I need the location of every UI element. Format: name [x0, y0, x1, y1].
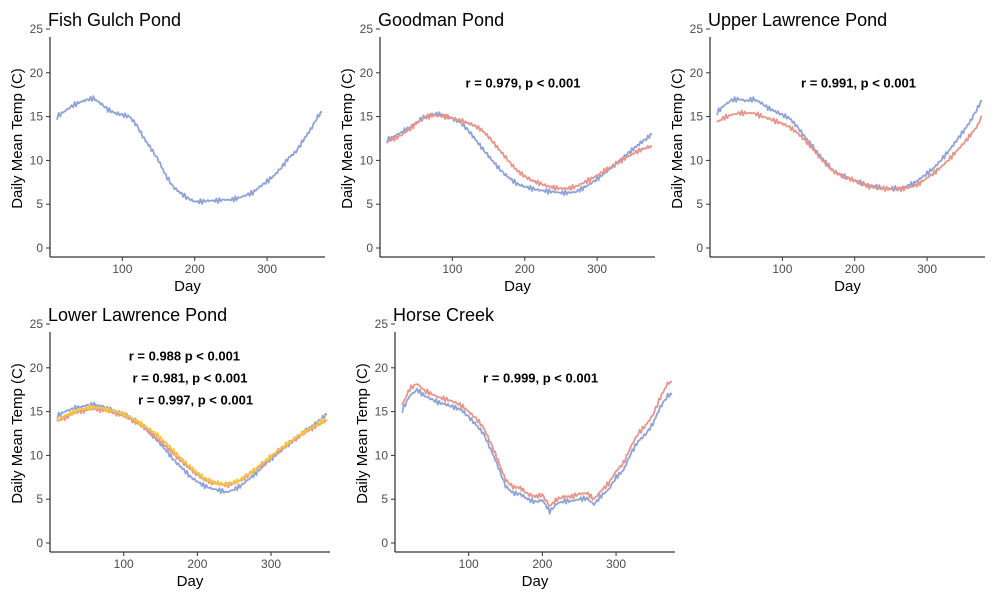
x-axis-title: Day — [504, 278, 531, 295]
y-tick-label: 0 — [36, 536, 43, 550]
y-tick-label: 5 — [366, 197, 373, 211]
y-tick-label: 10 — [375, 448, 389, 462]
series-line-red — [401, 380, 673, 507]
y-tick-label: 10 — [360, 153, 374, 167]
y-axis-title: Daily Mean Temp (C) — [354, 363, 371, 504]
y-axis-title: Daily Mean Temp (C) — [339, 68, 356, 209]
series-line-red — [386, 112, 653, 192]
y-tick-label: 25 — [30, 317, 44, 331]
y-tick-label: 15 — [360, 110, 374, 124]
x-axis-title: Day — [522, 573, 549, 590]
series-line-red — [716, 109, 983, 193]
x-tick-label: 200 — [532, 557, 552, 571]
y-tick-label: 20 — [30, 66, 44, 80]
panel-3: Upper Lawrence Pond 0 5 10 15 20 25 100 200 300 Da… — [669, 10, 985, 295]
y-tick-label: 20 — [690, 66, 704, 80]
x-tick-label: 100 — [114, 557, 134, 571]
x-tick-label: 100 — [442, 262, 462, 276]
y-axis-title: Daily Mean Temp (C) — [669, 68, 686, 209]
y-tick-label: 10 — [30, 448, 44, 462]
y-tick-label: 0 — [36, 241, 43, 255]
y-tick-label: 10 — [30, 153, 44, 167]
panel-title: Lower Lawrence Pond — [48, 305, 227, 325]
panel-1: Fish Gulch Pond 0 5 10 15 20 25 100 200 300 Day Dai… — [9, 10, 325, 295]
correlation-annotation: r = 0.979, p < 0.001 — [466, 75, 581, 90]
x-tick-label: 200 — [185, 262, 205, 276]
x-tick-label: 100 — [772, 262, 792, 276]
x-axis-title: Day — [834, 278, 861, 295]
y-tick-label: 20 — [375, 361, 389, 375]
x-tick-label: 100 — [112, 262, 132, 276]
y-tick-label: 25 — [690, 22, 704, 36]
series-line-blue — [386, 111, 653, 197]
y-tick-label: 15 — [375, 405, 389, 419]
x-tick-label: 300 — [917, 262, 937, 276]
panel-title: Upper Lawrence Pond — [708, 10, 887, 30]
correlation-annotation: r = 0.999, p < 0.001 — [483, 370, 598, 385]
panel-5: Horse Creek 0 5 10 15 20 25 100 200 300 Day Daily M… — [354, 305, 675, 590]
y-tick-label: 5 — [36, 492, 43, 506]
y-tick-label: 25 — [375, 317, 389, 331]
series-line-blue — [401, 387, 673, 515]
y-axis-title: Daily Mean Temp (C) — [9, 68, 26, 209]
x-tick-label: 200 — [187, 557, 207, 571]
x-tick-label: 200 — [845, 262, 865, 276]
correlation-annotation: r = 0.981, p < 0.001 — [133, 370, 248, 385]
y-tick-label: 25 — [360, 22, 374, 36]
series-line-blue — [56, 401, 328, 495]
y-axis-title: Daily Mean Temp (C) — [9, 363, 26, 504]
y-tick-label: 5 — [36, 197, 43, 211]
y-tick-label: 15 — [30, 110, 44, 124]
correlation-annotation: r = 0.991, p < 0.001 — [801, 75, 916, 90]
panel-title: Fish Gulch Pond — [48, 10, 181, 30]
y-tick-label: 5 — [696, 197, 703, 211]
y-tick-label: 15 — [690, 110, 704, 124]
correlation-annotation: r = 0.988 p < 0.001 — [129, 348, 240, 363]
y-tick-label: 25 — [30, 22, 44, 36]
y-tick-label: 20 — [360, 66, 374, 80]
x-tick-label: 300 — [606, 557, 626, 571]
y-tick-label: 20 — [30, 361, 44, 375]
x-tick-label: 100 — [459, 557, 479, 571]
x-axis-title: Day — [177, 573, 204, 590]
x-tick-label: 300 — [587, 262, 607, 276]
y-tick-label: 15 — [30, 405, 44, 419]
x-tick-label: 300 — [257, 262, 277, 276]
panel-2: Goodman Pond 0 5 10 15 20 25 100 200 300 Day Daily … — [339, 10, 655, 295]
correlation-annotation: r = 0.997, p < 0.001 — [138, 392, 253, 407]
series-line-yellow — [56, 404, 328, 487]
panel-4: Lower Lawrence Pond 0 5 10 15 20 25 100 200 300 Da… — [9, 305, 330, 590]
x-tick-label: 200 — [515, 262, 535, 276]
x-tick-label: 300 — [261, 557, 281, 571]
x-axis-title: Day — [174, 278, 201, 295]
y-tick-label: 5 — [381, 492, 388, 506]
y-tick-label: 10 — [690, 153, 704, 167]
y-tick-label: 0 — [381, 536, 388, 550]
panel-title: Horse Creek — [393, 305, 495, 325]
panel-title: Goodman Pond — [378, 10, 504, 30]
series-line-blue — [56, 95, 323, 205]
y-tick-label: 0 — [696, 241, 703, 255]
y-tick-label: 0 — [366, 241, 373, 255]
